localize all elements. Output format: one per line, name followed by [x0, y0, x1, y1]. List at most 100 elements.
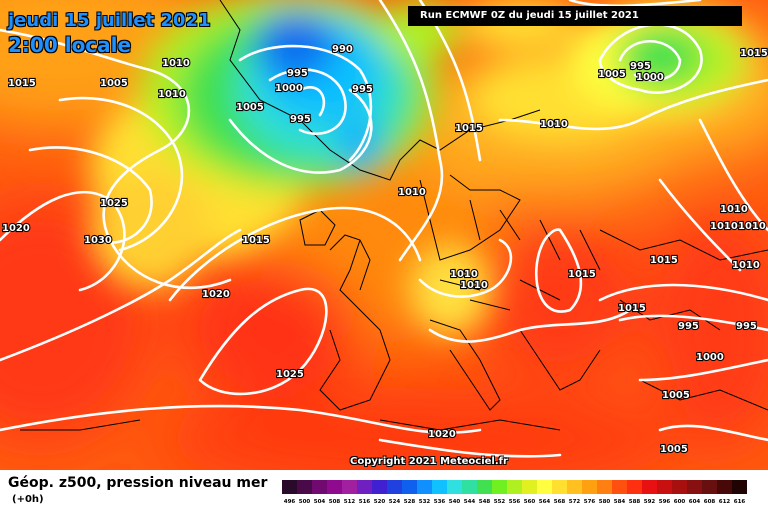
isobar-label: 1010	[158, 89, 186, 100]
isobar-label: 1020	[2, 223, 30, 234]
scale-label: 596	[659, 499, 671, 505]
scale-label: 600	[674, 499, 686, 505]
scale-label: 540	[449, 499, 461, 505]
scale-label: 572	[569, 499, 581, 505]
scale-label: 608	[704, 499, 716, 505]
scale-label: 568	[554, 499, 566, 505]
legend-bar: Géop. z500, pression niveau mer (+0h) 49…	[0, 470, 768, 512]
scale-label: 580	[599, 499, 611, 505]
scale-label: 604	[689, 499, 701, 505]
scale-swatch	[522, 480, 537, 494]
scale-swatch	[687, 480, 702, 494]
isobar-label: 1030	[84, 235, 112, 246]
isobar-label: 1010	[450, 269, 478, 280]
scale-label: 504	[314, 499, 326, 505]
scale-swatch	[477, 480, 492, 494]
forecast-date: jeudi 15 juillet 2021	[8, 10, 211, 31]
isobar-label: 1010	[720, 204, 748, 215]
forecast-local-time: 2:00 locale	[8, 33, 132, 57]
isobar-label: 1000	[275, 83, 303, 94]
isobar-label: 1020	[428, 429, 456, 440]
scale-swatch	[567, 480, 582, 494]
scale-swatch	[672, 480, 687, 494]
scale-label: 616	[734, 499, 746, 505]
scale-label: 516	[359, 499, 371, 505]
scale-label: 512	[344, 499, 356, 505]
scale-swatch	[417, 480, 432, 494]
isobar-label: 995	[678, 321, 699, 332]
isobar-label: 1010	[460, 280, 488, 291]
isobar-label: 1015	[650, 255, 678, 266]
scale-label: 536	[434, 499, 446, 505]
scale-swatch	[312, 480, 327, 494]
scale-swatch	[297, 480, 312, 494]
isobar-label: 1015	[242, 235, 270, 246]
isobar-label: 1010	[732, 260, 760, 271]
isobar-label: 1015	[618, 303, 646, 314]
isobar-label: 1005	[100, 78, 128, 89]
isobar-label: 995	[736, 321, 757, 332]
scale-label: 500	[299, 499, 311, 505]
scale-label: 528	[404, 499, 416, 505]
scale-swatch	[327, 480, 342, 494]
scale-label: 612	[719, 499, 731, 505]
scale-label: 544	[464, 499, 476, 505]
isobar-label: 995	[352, 84, 373, 95]
scale-label: 576	[584, 499, 596, 505]
scale-label: 508	[329, 499, 341, 505]
geopotential-field	[0, 0, 768, 470]
scale-swatch	[432, 480, 447, 494]
scale-swatch	[507, 480, 522, 494]
isobar-label: 995	[290, 114, 311, 125]
scale-swatch	[597, 480, 612, 494]
isobar-label: 995	[630, 61, 651, 72]
scale-swatch	[642, 480, 657, 494]
isobar-label: 1025	[100, 198, 128, 209]
isobar-label: 1020	[202, 289, 230, 300]
scale-swatch	[612, 480, 627, 494]
scale-label: 592	[644, 499, 656, 505]
scale-swatch	[657, 480, 672, 494]
legend-title: Géop. z500, pression niveau mer	[8, 475, 268, 491]
scale-swatch	[357, 480, 372, 494]
color-scale: 496 500 504 508 512 516 520 524 528 532 536 540 544 5…	[282, 480, 747, 505]
scale-swatch	[462, 480, 477, 494]
isobar-label: 1010	[540, 119, 568, 130]
isobar-label: 1010	[738, 221, 766, 232]
coastlines	[20, 0, 768, 431]
scale-swatch	[402, 480, 417, 494]
scale-swatch	[282, 480, 297, 494]
pressure-map: 1015 1010 1005 1010 990 995 1000 995 995…	[0, 0, 768, 470]
scale-swatch	[447, 480, 462, 494]
scale-label: 496	[284, 499, 296, 505]
scale-label: 560	[524, 499, 536, 505]
forecast-offset: (+0h)	[12, 494, 44, 505]
scale-label: 584	[614, 499, 626, 505]
isobar-label: 1005	[598, 69, 626, 80]
scale-label: 532	[419, 499, 431, 505]
scale-label: 548	[479, 499, 491, 505]
scale-label: 588	[629, 499, 641, 505]
scale-label: 524	[389, 499, 401, 505]
scale-label: 556	[509, 499, 521, 505]
scale-swatch	[492, 480, 507, 494]
isobar-label: 1015	[455, 123, 483, 134]
scale-swatch	[537, 480, 552, 494]
isobar-label: 1010	[162, 58, 190, 69]
isobar-label: 1015	[740, 48, 768, 59]
scale-label: 520	[374, 499, 386, 505]
scale-swatch	[732, 480, 747, 494]
scale-swatch	[582, 480, 597, 494]
isobar-labels: 1015 1010 1005 1010 990 995 1000 995 995…	[1, 43, 768, 456]
isobar-label: 1005	[236, 102, 264, 113]
isobar-label: 1000	[636, 72, 664, 83]
isobar-label: 1000	[696, 352, 724, 363]
isobar-label: 990	[332, 44, 353, 55]
isobar-label: 1005	[662, 390, 690, 401]
model-run-banner: Run ECMWF 0Z du jeudi 15 juillet 2021	[408, 6, 742, 26]
scale-swatch	[702, 480, 717, 494]
scale-swatch	[627, 480, 642, 494]
isobar-label: 1005	[660, 444, 688, 455]
scale-label: 552	[494, 499, 506, 505]
